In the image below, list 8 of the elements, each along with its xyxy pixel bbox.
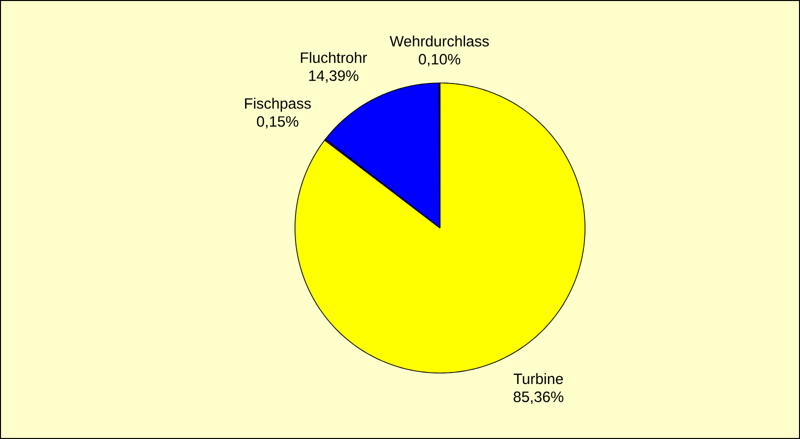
slice-label: Fluchtrohr xyxy=(300,52,367,63)
data-label: 85,36% xyxy=(514,392,564,404)
data-label: 0,15% xyxy=(256,116,298,129)
slice-label: Fischpass xyxy=(245,98,311,112)
slice-label: Turbine xyxy=(514,373,563,384)
slice-label: Wehrdurchlass xyxy=(390,36,489,47)
data-label: 14,39% xyxy=(309,70,358,83)
data-label: 0,10% xyxy=(418,54,460,66)
